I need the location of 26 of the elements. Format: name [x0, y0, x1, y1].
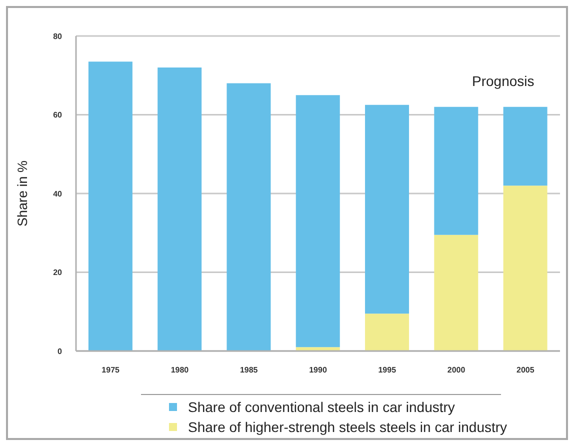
- bar: [158, 68, 202, 351]
- bar: [503, 106, 548, 186]
- bar: [226, 83, 271, 351]
- x-tick-label: 2005: [516, 366, 535, 375]
- annotation: Prognosis: [472, 73, 534, 89]
- bar: [365, 104, 410, 314]
- bar: [296, 95, 340, 348]
- x-tick-label: 1980: [170, 366, 190, 375]
- bar: [88, 62, 132, 351]
- bar: [434, 234, 478, 351]
- legend-label: Share of higher-strengh steels steels in car industry: [188, 419, 508, 435]
- y-tick-label: 40: [53, 189, 63, 198]
- bar: [503, 186, 548, 351]
- x-tick-label: 1995: [378, 366, 397, 375]
- y-tick-label: 0: [58, 346, 63, 356]
- legend-label: Share of conventional steels in car industry: [188, 399, 455, 415]
- y-tick-label: 20: [53, 268, 63, 278]
- x-tick-label: 1985: [240, 366, 258, 375]
- bar: [434, 106, 478, 235]
- y-tick-label: 80: [53, 32, 63, 41]
- x-tick-label: 1975: [102, 366, 120, 375]
- y-tick-label: 60: [53, 110, 63, 120]
- x-tick-label: 1990: [309, 366, 328, 375]
- bar: [365, 314, 410, 351]
- y-axis-title: Share in %: [14, 160, 30, 227]
- x-tick-label: 2000: [447, 366, 466, 375]
